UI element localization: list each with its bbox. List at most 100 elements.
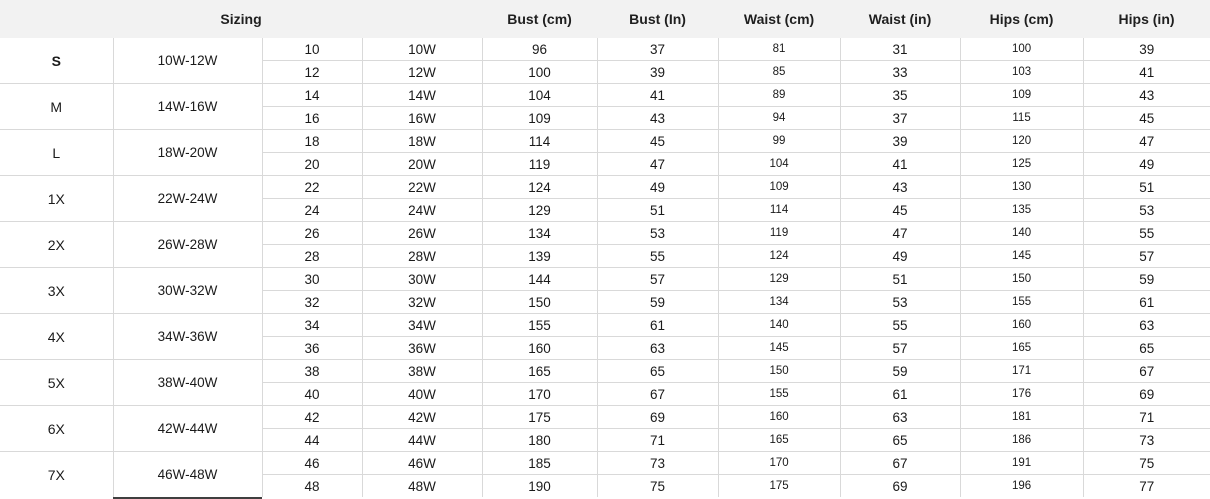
table-row: 36 36W 160 63 145 57 165 65	[0, 336, 1210, 360]
cell-bust-cm: 175	[481, 405, 598, 429]
cell-waist-in: 59	[839, 359, 961, 383]
cell-waist-cm: 89	[717, 83, 841, 107]
cell-waist-cm: 129	[717, 267, 841, 291]
cell-hips-in: 73	[1082, 428, 1210, 452]
table-row: 4X 34W-36W 34 34W 155 61 140 55 160 63	[0, 313, 1210, 360]
table-row: 32 32W 150 59 134 53 155 61	[0, 290, 1210, 314]
cell-waist-in: 53	[839, 290, 961, 314]
size-group-range: 26W-28W	[112, 221, 262, 268]
cell-bust-cm: 190	[481, 474, 598, 497]
cell-size-w: 42W	[361, 405, 483, 429]
table-row: 28 28W 139 55 124 49 145 57	[0, 244, 1210, 268]
cell-waist-cm: 175	[717, 474, 841, 497]
cell-bust-cm: 150	[481, 290, 598, 314]
cell-waist-in: 37	[839, 106, 961, 130]
cell-waist-cm: 160	[717, 405, 841, 429]
cell-hips-in: 51	[1082, 175, 1210, 199]
cell-waist-cm: 109	[717, 175, 841, 199]
cell-hips-cm: 125	[959, 152, 1084, 176]
cell-bust-in: 55	[596, 244, 719, 268]
cell-hips-in: 39	[1082, 38, 1210, 61]
cell-hips-in: 67	[1082, 359, 1210, 383]
cell-size-w: 24W	[361, 198, 483, 222]
cell-waist-cm: 165	[717, 428, 841, 452]
table-row: 44 44W 180 71 165 65 186 73	[0, 428, 1210, 452]
cell-size-w: 12W	[361, 60, 483, 84]
cell-bust-cm: 124	[481, 175, 598, 199]
cell-size-w: 26W	[361, 221, 483, 245]
header-waist-cm: Waist (cm)	[718, 0, 841, 38]
cell-bust-in: 65	[596, 359, 719, 383]
cell-waist-cm: 119	[717, 221, 841, 245]
cell-waist-in: 57	[839, 336, 961, 360]
table-row: 40 40W 170 67 155 61 176 69	[0, 382, 1210, 406]
cell-hips-in: 45	[1082, 106, 1210, 130]
cell-waist-cm: 134	[717, 290, 841, 314]
cell-bust-in: 67	[596, 382, 719, 406]
cell-bust-cm: 114	[481, 129, 598, 153]
cell-bust-in: 37	[596, 38, 719, 61]
cell-size-num: 22	[261, 175, 362, 199]
size-group-range: 22W-24W	[112, 175, 262, 222]
cell-waist-cm: 140	[717, 313, 841, 337]
cell-hips-in: 65	[1082, 336, 1210, 360]
cell-bust-cm: 129	[481, 198, 598, 222]
cell-bust-in: 69	[596, 405, 719, 429]
header-hips-cm: Hips (cm)	[960, 0, 1084, 38]
cell-bust-cm: 144	[481, 267, 598, 291]
table-row: 1X 22W-24W 22 22W 124 49 109 43 130 51	[0, 175, 1210, 222]
cell-hips-cm: 160	[959, 313, 1084, 337]
cell-hips-cm: 181	[959, 405, 1084, 429]
cell-hips-cm: 135	[959, 198, 1084, 222]
cell-hips-in: 63	[1082, 313, 1210, 337]
header-sizing: Sizing	[0, 0, 483, 38]
cell-waist-in: 45	[839, 198, 961, 222]
cell-waist-in: 67	[839, 451, 961, 475]
cell-hips-cm: 109	[959, 83, 1084, 107]
size-group-label: 7X	[0, 451, 113, 497]
table-row: 7X 46W-48W 46 46W 185 73 170 67 191 75	[0, 451, 1210, 497]
cell-hips-cm: 140	[959, 221, 1084, 245]
cell-hips-in: 55	[1082, 221, 1210, 245]
cell-hips-in: 59	[1082, 267, 1210, 291]
table-body: S 10W-12W 10 10W 96 37 81 31 100 39 12 12W 100 39 85 33…	[0, 38, 1210, 497]
cell-hips-cm: 196	[959, 474, 1084, 497]
cell-bust-cm: 100	[481, 60, 598, 84]
cell-waist-cm: 155	[717, 382, 841, 406]
table-row: 48 48W 190 75 175 69 196 77	[0, 474, 1210, 497]
cell-waist-in: 51	[839, 267, 961, 291]
cell-hips-cm: 150	[959, 267, 1084, 291]
cell-hips-cm: 176	[959, 382, 1084, 406]
cell-waist-cm: 94	[717, 106, 841, 130]
header-row: Sizing Bust (cm) Bust (In) Waist (cm) Wa…	[0, 0, 1210, 38]
cell-bust-in: 43	[596, 106, 719, 130]
header-waist-in: Waist (in)	[840, 0, 961, 38]
cell-size-w: 10W	[361, 38, 483, 61]
cell-size-w: 40W	[361, 382, 483, 406]
cell-size-num: 34	[261, 313, 362, 337]
cell-waist-in: 63	[839, 405, 961, 429]
cell-size-w: 44W	[361, 428, 483, 452]
table-header: Sizing Bust (cm) Bust (In) Waist (cm) Wa…	[0, 0, 1210, 38]
cell-waist-cm: 150	[717, 359, 841, 383]
cell-hips-cm: 186	[959, 428, 1084, 452]
cell-size-num: 32	[261, 290, 362, 314]
cell-bust-cm: 160	[481, 336, 598, 360]
size-group-label: 4X	[0, 313, 113, 360]
cell-bust-in: 75	[596, 474, 719, 497]
cell-waist-cm: 145	[717, 336, 841, 360]
cell-waist-in: 33	[839, 60, 961, 84]
cell-bust-in: 39	[596, 60, 719, 84]
size-group-range: 30W-32W	[112, 267, 262, 314]
table-row: S 10W-12W 10 10W 96 37 81 31 100 39	[0, 38, 1210, 84]
header-bust-in: Bust (In)	[597, 0, 719, 38]
cell-bust-in: 61	[596, 313, 719, 337]
table-row: M 14W-16W 14 14W 104 41 89 35 109 43	[0, 83, 1210, 130]
cell-bust-in: 63	[596, 336, 719, 360]
cell-size-w: 30W	[361, 267, 483, 291]
cell-size-num: 16	[261, 106, 362, 130]
cell-waist-in: 49	[839, 244, 961, 268]
cell-size-num: 30	[261, 267, 362, 291]
cell-hips-cm: 191	[959, 451, 1084, 475]
